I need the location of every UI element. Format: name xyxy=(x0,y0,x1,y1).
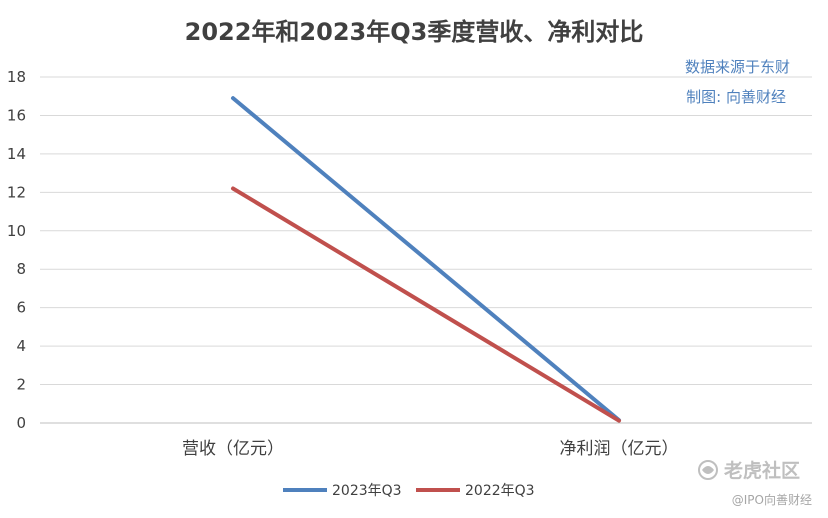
y-tick-label: 6 xyxy=(16,299,26,317)
y-axis-ticks: 0 2 4 6 8 10 12 14 16 18 xyxy=(7,68,26,432)
x-category-label: 净利润（亿元） xyxy=(560,439,679,459)
y-tick-label: 0 xyxy=(16,414,26,432)
y-tick-label: 18 xyxy=(7,68,26,86)
grid-lines xyxy=(40,76,812,424)
source-note: 数据来源于东财 xyxy=(685,58,790,76)
y-tick-label: 14 xyxy=(7,145,26,163)
watermark-sub: @IPO向善财经 xyxy=(732,492,812,507)
x-category-label: 营收（亿元） xyxy=(182,439,284,459)
y-tick-label: 12 xyxy=(7,183,26,201)
source-annotations: 数据来源于东财 制图: 向善财经 xyxy=(685,58,790,106)
y-tick-label: 16 xyxy=(7,106,26,124)
series-lines xyxy=(231,96,621,423)
legend-label: 2023年Q3 xyxy=(332,483,402,499)
maker-note: 制图: 向善财经 xyxy=(686,88,786,106)
x-axis-categories: 营收（亿元） 净利润（亿元） xyxy=(182,439,679,459)
y-tick-label: 10 xyxy=(7,222,26,240)
y-tick-label: 4 xyxy=(16,337,26,355)
series-line xyxy=(231,186,621,423)
watermark: 老虎社区 @IPO向善财经 xyxy=(698,459,812,507)
tiger-logo-icon xyxy=(698,460,718,480)
legend-label: 2022年Q3 xyxy=(465,483,535,499)
chart-title: 2022年和2023年Q3季度营收、净利对比 xyxy=(185,18,644,46)
series-line xyxy=(231,96,621,423)
y-tick-label: 8 xyxy=(16,260,26,278)
watermark-main: 老虎社区 xyxy=(724,459,800,482)
legend: 2023年Q3 2022年Q3 xyxy=(283,483,535,499)
y-tick-label: 2 xyxy=(16,376,26,394)
